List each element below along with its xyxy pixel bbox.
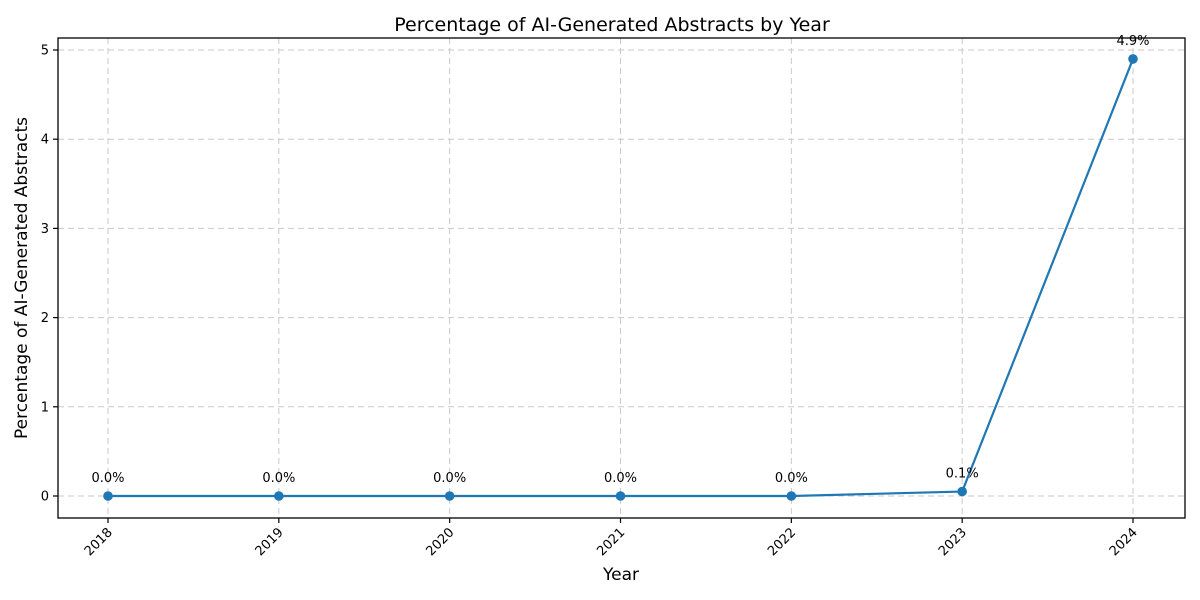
data-point-label: 0.0% (433, 471, 466, 486)
x-tick-label: 2023 (936, 525, 970, 559)
data-point (1128, 54, 1138, 64)
y-tick-label: 3 (41, 222, 49, 237)
grid-layer (58, 38, 1185, 518)
data-point (615, 491, 626, 501)
data-point-label: 0.0% (775, 471, 808, 486)
data-point (103, 491, 113, 501)
chart-title: Percentage of AI-Generated Abstracts by … (394, 14, 830, 36)
data-point-label: 0.0% (604, 471, 637, 486)
tick-layer: 0 1 2 3 4 5 2018 2019 2020 2021 2022 2023 2024 (41, 44, 1141, 560)
y-tick-label: 0 (41, 490, 49, 505)
y-tick-label: 4 (41, 133, 49, 148)
data-point (444, 491, 455, 501)
x-tick-label: 2018 (82, 525, 116, 559)
plot-border (57, 37, 1186, 519)
data-point (957, 486, 967, 497)
data-series-layer (103, 54, 1138, 501)
data-point (274, 491, 284, 501)
data-point-label: 0.0% (91, 471, 124, 486)
x-tick-label: 2022 (765, 525, 799, 559)
data-point-label: 0.0% (262, 471, 295, 486)
y-tick-label: 5 (41, 44, 49, 59)
data-point-label: 0.1% (946, 467, 979, 482)
data-point-label: 4.9% (1116, 34, 1149, 49)
x-tick-label: 2021 (594, 525, 628, 559)
y-tick-label: 1 (41, 400, 49, 415)
x-tick-label: 2020 (423, 525, 457, 559)
x-tick-label: 2019 (253, 525, 287, 559)
y-tick-label: 2 (41, 311, 49, 326)
x-tick-label: 2024 (1107, 525, 1141, 559)
data-point (786, 491, 797, 501)
y-axis-label: Percentage of AI-Generated Abstracts (12, 117, 32, 439)
x-axis-label: Year (602, 565, 639, 585)
